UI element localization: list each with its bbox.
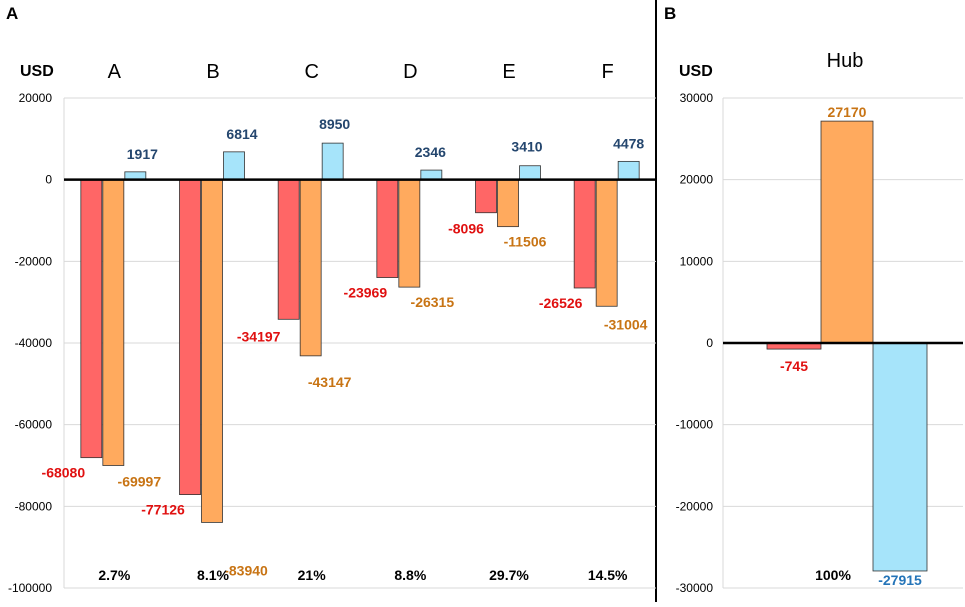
y-tick-label: 30000 [680,91,714,105]
data-label: 1917 [127,146,158,162]
data-label: -43147 [308,374,352,390]
bar [277,179,300,320]
bar [398,179,421,288]
data-label: -34197 [237,328,281,344]
category-label: A [108,61,122,83]
data-label: 27170 [828,104,867,120]
y-tick-label: 0 [706,336,713,350]
y-tick-label: -20000 [15,254,53,268]
data-label: 8950 [319,116,350,132]
panel-label-b: B [664,4,676,23]
percent-label: 14.5% [588,567,628,583]
data-label: -69997 [118,473,162,489]
category-label: B [206,61,219,83]
y-axis-ticks-b: 30000 20000 10000 0 -10000 -20000 -30000 [676,91,714,595]
bar [80,179,103,459]
data-label: 2346 [415,144,446,160]
bar [321,142,344,181]
percent-label: 29.7% [489,567,529,583]
y-tick-label: 0 [45,173,52,187]
category-labels-a: A B C D E F [108,61,614,83]
data-label: -23969 [344,285,388,301]
y-tick-label: -100000 [8,581,52,595]
percent-labels-a: 2.7% 8.1% 21% 8.8% 29.7% 14.5% [98,567,628,583]
bar [820,120,874,344]
grid-a [63,97,656,589]
percent-label: 8.8% [394,567,426,583]
y-axis-ticks-a: 20000 0 -20000 -40000 -60000 -80000 -100000 [8,91,52,595]
percent-label: 8.1% [197,567,229,583]
data-label: 6814 [226,126,257,142]
unit-label-b: USD [679,63,713,80]
y-tick-label: -30000 [676,581,714,595]
category-label: D [403,61,417,83]
y-tick-label: 20000 [680,173,714,187]
y-tick-label: -80000 [15,499,53,513]
chart-title-hub: Hub [827,50,864,72]
bar [223,151,245,181]
zero-lines [64,178,963,345]
y-tick-label: 20000 [19,91,53,105]
data-label: -11506 [504,234,547,250]
data-label: -31004 [604,316,648,332]
percent-label: 21% [298,567,327,583]
category-label: E [502,61,515,83]
bar [376,179,399,278]
data-label: -68080 [42,465,86,481]
data-label: -83940 [224,562,268,578]
category-label: F [602,61,614,83]
bar [201,179,223,523]
bar [519,165,541,181]
y-tick-label: 10000 [680,254,714,268]
data-label: -8096 [448,221,484,237]
bar [617,160,640,181]
data-label: -27915 [878,572,922,588]
unit-label-a: USD [20,63,54,80]
data-label: 4478 [613,135,644,151]
data-label: 3410 [511,139,542,155]
data-labels-a: -68080 -69997 1917 -77126 -83940 6814 -34197 -4… [42,116,648,578]
bar [102,179,125,466]
bar [420,169,443,181]
category-label: C [304,61,318,83]
bar [179,179,201,495]
data-label: -745 [780,358,808,374]
bar [475,179,497,214]
data-label: -26526 [539,295,583,311]
y-tick-label: -60000 [15,418,53,432]
y-tick-label: -10000 [676,418,714,432]
data-labels-b: -745 27170 -27915 [780,104,922,588]
data-label: -77126 [141,502,185,518]
bars-a [80,142,640,523]
bar [299,179,322,357]
percent-label: 100% [815,567,851,583]
bar [497,179,519,228]
percent-labels-b: 100% [815,567,851,583]
panel-label-a: A [6,4,18,23]
y-tick-label: -20000 [676,499,714,513]
data-label: -26315 [411,294,455,310]
bar [595,179,618,307]
percent-label: 2.7% [98,567,130,583]
y-tick-label: -40000 [15,336,53,350]
bar [872,342,928,572]
bars-b [766,120,928,572]
bar [573,179,596,289]
